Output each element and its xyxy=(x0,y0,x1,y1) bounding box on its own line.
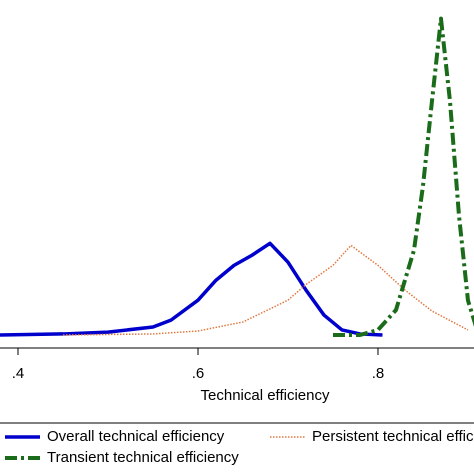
series-line xyxy=(332,16,474,337)
legend-frame xyxy=(0,422,474,424)
x-axis-title: Technical efficiency xyxy=(201,387,330,404)
series-line xyxy=(0,241,383,337)
legend-label: Persistent technical efficiency xyxy=(312,428,474,445)
x-tick-label: .4 xyxy=(12,365,25,382)
series-line xyxy=(62,244,469,336)
x-tick-label: .8 xyxy=(372,365,385,382)
legend-label: Transient technical efficiency xyxy=(47,449,239,466)
legend-label: Overall technical efficiency xyxy=(47,428,225,445)
x-tick-label: .6 xyxy=(192,365,205,382)
